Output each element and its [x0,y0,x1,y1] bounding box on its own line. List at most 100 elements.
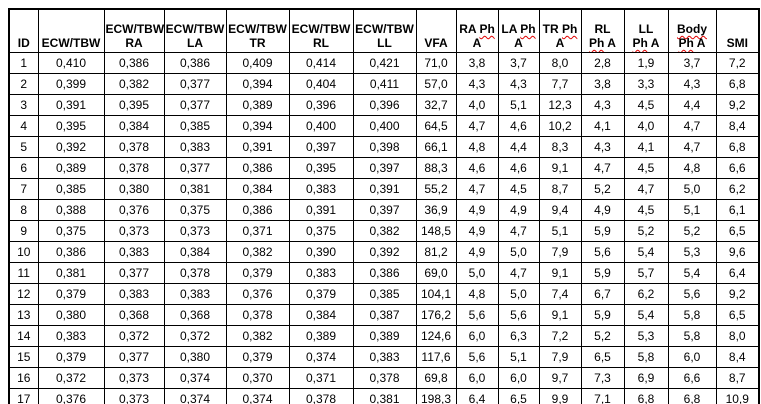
cell-la_ph_a: 3,7 [497,52,540,74]
table-row: 17 0,376 0,373 0,374 0,374 0,378 0,381 198,3 6,4… [8,388,760,404]
table-row: 16 0,372 0,373 0,374 0,370 0,371 0,378 69,8 6,0 6… [8,367,760,389]
cell-tr_ph_a: 9,1 [538,262,582,284]
table-header: ID ECW/TBW ECW/TBW RA ECW/TBW LA ECW/TBW TR ECW/… [8,8,760,53]
header-text: A [555,36,565,50]
cell-body_ph_a: 4,4 [667,94,717,116]
cell-ecw_tbw_la: 0,375 [163,199,227,221]
cell-tr_ph_a: 7,2 [538,325,582,347]
cell-tr_ph_a: 9,9 [538,388,582,404]
cell-ra_ph_a: 4,7 [455,178,499,200]
column-header-line: Ph A [626,36,667,50]
cell-ll_ph_a: 6,9 [623,367,669,389]
cell-ecw_tbw_ll: 0,383 [352,346,417,368]
cell-body_ph_a: 5,0 [667,178,717,200]
cell-ecw_tbw_la: 0,377 [163,157,227,179]
header-text: A [604,36,616,50]
cell-ra_ph_a: 4,3 [455,73,499,95]
column-header-line: RL [291,36,352,50]
cell-ecw_tbw_tr: 0,384 [225,178,290,200]
cell-body_ph_a: 6,8 [667,388,717,404]
cell-ecw_tbw_ra: 0,376 [103,199,165,221]
table-row: 10 0,386 0,383 0,384 0,382 0,390 0,392 81,2 4,9 5… [8,241,760,263]
cell-ecw_tbw: 0,385 [37,178,105,200]
cell-tr_ph_a: 10,2 [538,115,582,137]
cell-rl_ph_a: 6,7 [580,283,625,305]
cell-vfa: 69,8 [415,367,457,389]
cell-rl_ph_a: 5,2 [580,178,625,200]
column-header-ecw_tbw_rl: ECW/TBW RL [288,8,354,53]
cell-ecw_tbw_tr: 0,371 [225,220,290,242]
cell-ll_ph_a: 4,5 [623,199,669,221]
cell-rl_ph_a: 3,8 [580,73,625,95]
cell-ecw_tbw_tr: 0,382 [225,241,290,263]
cell-ecw_tbw_la: 0,377 [163,94,227,116]
cell-body_ph_a: 4,7 [667,136,717,158]
cell-ecw_tbw: 0,410 [37,52,105,74]
cell-rl_ph_a: 4,3 [580,136,625,158]
cell-ecw_tbw_la: 0,372 [163,325,227,347]
cell-smi: 8,7 [715,367,760,389]
cell-ecw_tbw_tr: 0,376 [225,283,290,305]
header-text: RL [313,36,329,50]
cell-rl_ph_a: 4,3 [580,94,625,116]
cell-smi: 6,1 [715,199,760,221]
cell-vfa: 176,2 [415,304,457,326]
cell-rl_ph_a: 5,9 [580,262,625,284]
cell-ecw_tbw_ll: 0,396 [352,94,417,116]
cell-ra_ph_a: 4,8 [455,136,499,158]
column-header-line: ID [11,36,37,50]
header-text: TR [249,36,266,50]
cell-ecw_tbw_tr: 0,409 [225,52,290,74]
cell-ecw_tbw_ra: 0,378 [103,157,165,179]
cell-la_ph_a: 4,9 [497,199,540,221]
cell-ecw_tbw_tr: 0,379 [225,262,290,284]
column-header-line: Ph A [670,36,715,50]
header-text: LA [187,36,203,50]
cell-ecw_tbw_tr: 0,379 [225,346,290,368]
cell-ecw_tbw_ra: 0,383 [103,241,165,263]
column-header-line: A [541,36,580,50]
table-row: 7 0,385 0,380 0,381 0,384 0,383 0,391 55,2 4,7 4,… [8,178,760,200]
column-header-line: Ph A [583,36,623,50]
cell-rl_ph_a: 4,1 [580,115,625,137]
cell-body_ph_a: 5,4 [667,262,717,284]
cell-vfa: 117,6 [415,346,457,368]
cell-ecw_tbw_ra: 0,383 [103,283,165,305]
column-header-line: RL [583,22,623,36]
column-header-line: Body [670,22,715,36]
cell-ra_ph_a: 4,9 [455,241,499,263]
table-row: 14 0,383 0,372 0,372 0,382 0,389 0,389 124,6 6,0… [8,325,760,347]
column-header-line: ECW/TBW [355,22,415,36]
cell-ecw_tbw_ll: 0,392 [352,241,417,263]
cell-la_ph_a: 4,7 [497,262,540,284]
cell-tr_ph_a: 8,3 [538,136,582,158]
cell-ecw_tbw: 0,388 [37,199,105,221]
cell-id: 16 [8,367,39,389]
header-text: RA [125,36,143,50]
cell-vfa: 64,5 [415,115,457,137]
body-composition-table: ID ECW/TBW ECW/TBW RA ECW/TBW LA ECW/TBW TR ECW/… [8,8,760,404]
cell-ecw_tbw_ll: 0,387 [352,304,417,326]
cell-ecw_tbw: 0,389 [37,157,105,179]
cell-la_ph_a: 5,1 [497,346,540,368]
cell-ll_ph_a: 4,0 [623,115,669,137]
cell-id: 3 [8,94,39,116]
table-row: 9 0,375 0,373 0,373 0,371 0,375 0,382 148,5 4,9 4… [8,220,760,242]
cell-ecw_tbw_ll: 0,386 [352,262,417,284]
cell-ecw_tbw_tr: 0,386 [225,157,290,179]
cell-ecw_tbw: 0,379 [37,346,105,368]
table-row: 4 0,395 0,384 0,385 0,394 0,400 0,400 64,5 4,7 4,… [8,115,760,137]
cell-ra_ph_a: 4,8 [455,283,499,305]
header-text: ECW/TBW [291,22,351,36]
spellcheck-flagged-text: Ph [678,36,694,50]
cell-ll_ph_a: 5,8 [623,346,669,368]
cell-ra_ph_a: 4,9 [455,220,499,242]
cell-smi: 9,2 [715,94,760,116]
cell-la_ph_a: 4,3 [497,73,540,95]
table-row: 3 0,391 0,395 0,377 0,389 0,396 0,396 32,7 4,0 5,… [8,94,760,116]
cell-la_ph_a: 4,4 [497,136,540,158]
cell-ecw_tbw_ra: 0,377 [103,262,165,284]
cell-vfa: 55,2 [415,178,457,200]
column-header-line: ECW/TBW [228,22,288,36]
cell-ecw_tbw_tr: 0,394 [225,73,290,95]
